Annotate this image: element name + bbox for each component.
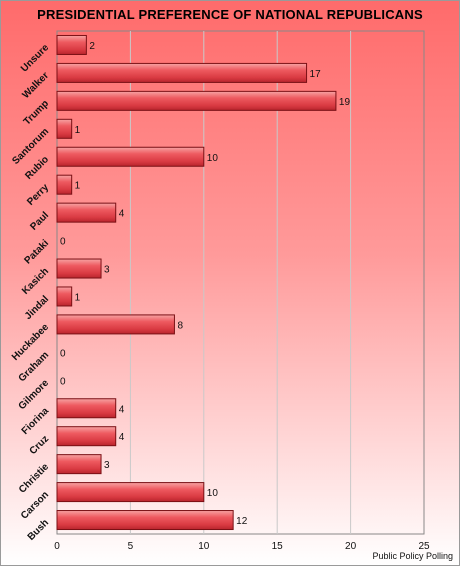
category-label-rubio: Rubio (23, 154, 51, 182)
bar-jindal (56, 286, 73, 307)
category-label-paul: Paul (28, 210, 51, 233)
data-label-huckabee: 8 (177, 320, 183, 331)
data-label-kasich: 3 (104, 265, 110, 276)
bar-kasich (56, 258, 102, 279)
source-label: Public Policy Polling (372, 551, 453, 561)
data-label-perry: 1 (75, 181, 81, 192)
bar-paul (56, 202, 117, 223)
data-label-paul: 4 (119, 209, 125, 220)
data-label-rubio: 10 (207, 153, 219, 164)
x-tick-label: 20 (345, 541, 357, 552)
bar-huckabee (56, 314, 175, 335)
data-label-fiorina: 4 (119, 404, 125, 415)
category-label-unsure: Unsure (19, 42, 51, 74)
x-tick-label: 5 (128, 541, 134, 552)
bar-walker (56, 62, 308, 83)
data-label-gilmore: 0 (60, 376, 66, 387)
data-label-carson: 10 (207, 488, 219, 499)
bar-trump (56, 90, 337, 111)
category-label-pataki: Pataki (23, 238, 52, 267)
data-label-christie: 3 (104, 460, 110, 471)
category-label-bush: Bush (26, 517, 51, 542)
bar-rubio (56, 146, 205, 167)
category-label-trump: Trump (22, 98, 51, 127)
data-label-walker: 17 (310, 69, 322, 80)
x-tick-label: 0 (54, 541, 60, 552)
data-label-pataki: 0 (60, 237, 66, 248)
category-label-jindal: Jindal (23, 294, 51, 322)
bar-perry (56, 174, 73, 195)
bar-carson (56, 482, 205, 503)
x-tick-label: 10 (198, 541, 210, 552)
data-label-santorum: 1 (75, 125, 81, 136)
category-label-walker: Walker (20, 70, 51, 101)
bar-unsure (56, 34, 87, 55)
data-label-jindal: 1 (75, 292, 81, 303)
bar-bush (56, 510, 234, 531)
x-tick-label: 15 (272, 541, 284, 552)
data-label-trump: 19 (339, 97, 351, 108)
data-label-bush: 12 (236, 516, 248, 527)
category-label-kasich: Kasich (20, 266, 51, 297)
category-label-christie: Christie (17, 461, 51, 495)
bar-christie (56, 454, 102, 475)
category-label-perry: Perry (25, 182, 51, 208)
bar-santorum (56, 118, 73, 139)
data-label-graham: 0 (60, 348, 66, 359)
data-label-cruz: 4 (119, 432, 125, 443)
data-label-unsure: 2 (89, 41, 95, 52)
plot-area (56, 30, 425, 535)
x-tick-label: 25 (418, 541, 430, 552)
bar-fiorina (56, 398, 117, 419)
chart-title: PRESIDENTIAL PREFERENCE OF NATIONAL REPU… (37, 7, 423, 22)
bar-cruz (56, 426, 117, 447)
category-label-cruz: Cruz (28, 434, 52, 458)
